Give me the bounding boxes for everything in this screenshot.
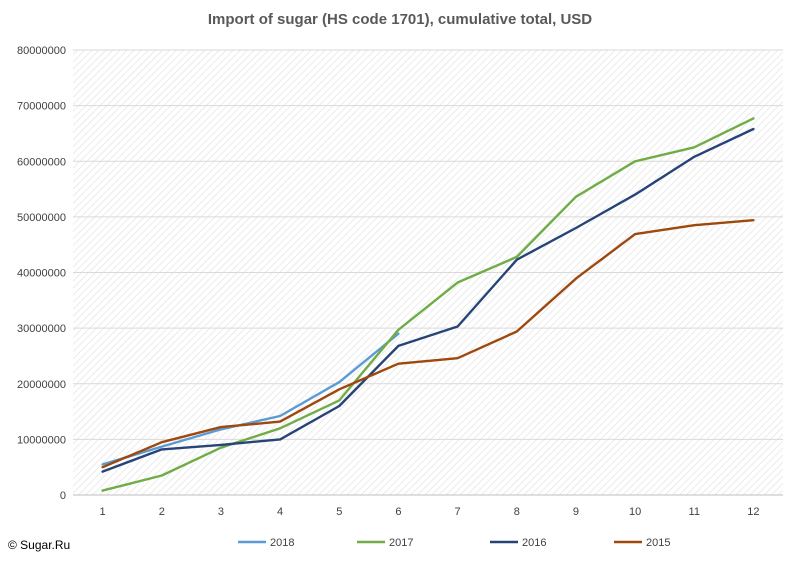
series-line-2015: [101, 218, 755, 469]
y-tick-label: 20000000: [17, 379, 66, 391]
x-tick-label: 5: [336, 506, 342, 518]
x-tick-label: 10: [629, 506, 641, 518]
x-tick-label: 1: [100, 506, 106, 518]
y-tick-label: 40000000: [17, 268, 66, 280]
y-axis: 0 10000000 20000000 30000000 40000000 5000000…: [17, 45, 66, 502]
chart-title: Import of sugar (HS code 1701), cumulati…: [208, 11, 592, 28]
y-tick-label: 70000000: [17, 101, 66, 113]
x-tick-label: 9: [573, 506, 579, 518]
y-tick-label: 60000000: [17, 156, 66, 168]
series-line-2017: [101, 117, 755, 492]
series-line-2018: [101, 332, 400, 466]
legend-label-2016: 2016: [522, 537, 546, 549]
legend-label-2018: 2018: [270, 537, 294, 549]
credit-text: © Sugar.Ru: [8, 538, 70, 552]
series-lines: [101, 117, 755, 492]
x-tick-label: 7: [455, 506, 461, 518]
x-tick-label: 2: [159, 506, 165, 518]
y-tick-label: 80000000: [17, 45, 66, 57]
gridlines: [73, 49, 783, 496]
legend-label-2015: 2015: [646, 537, 670, 549]
y-tick-label: 10000000: [17, 434, 66, 446]
x-tick-label: 12: [747, 506, 759, 518]
legend-label-2017: 2017: [389, 537, 413, 549]
x-tick-label: 4: [277, 506, 283, 518]
legend: 2018 2017 2016 2015: [238, 537, 670, 549]
x-tick-label: 3: [218, 506, 224, 518]
y-tick-label: 30000000: [17, 323, 66, 335]
y-tick-label: 0: [60, 490, 66, 502]
x-tick-label: 6: [395, 506, 401, 518]
x-tick-label: 8: [514, 506, 520, 518]
x-tick-label: 11: [689, 506, 700, 518]
series-line-2016: [101, 127, 755, 473]
y-tick-label: 50000000: [17, 212, 66, 224]
x-axis: 1 2 3 4 5 6 7 8 9 10 11 12: [100, 506, 760, 518]
